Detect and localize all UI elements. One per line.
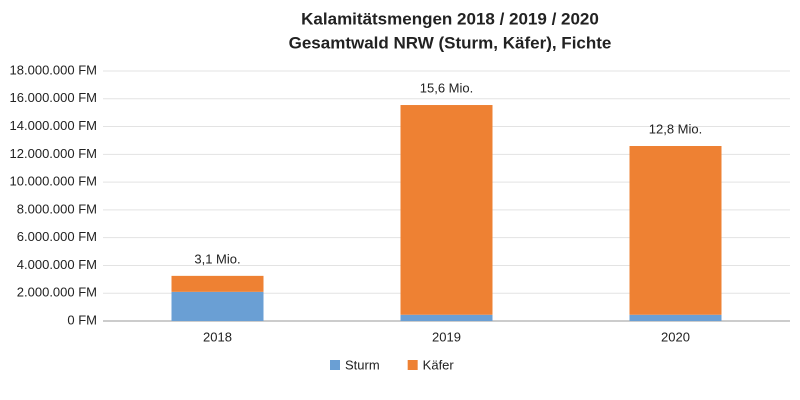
legend-label: Sturm — [345, 357, 380, 372]
bar-segment — [629, 146, 722, 315]
legend-label: Käfer — [423, 357, 455, 372]
x-tick-label: 2020 — [661, 329, 690, 344]
y-tick-label: 4.000.000 FM — [17, 257, 97, 272]
total-label: 12,8 Mio. — [649, 121, 702, 136]
total-label: 15,6 Mio. — [420, 80, 473, 95]
y-tick-label: 6.000.000 FM — [17, 229, 97, 244]
chart-title: Kalamitätsmengen 2018 / 2019 / 2020 — [301, 9, 599, 28]
bar-segment — [400, 314, 493, 321]
chart-subtitle: Gesamtwald NRW (Sturm, Käfer), Fichte — [289, 33, 612, 52]
x-tick-label: 2019 — [432, 329, 461, 344]
bar-segment — [629, 314, 722, 321]
y-tick-label: 14.000.000 FM — [10, 118, 97, 133]
y-tick-label: 10.000.000 FM — [10, 174, 97, 189]
y-tick-label: 12.000.000 FM — [10, 146, 97, 161]
y-tick-label: 2.000.000 FM — [17, 285, 97, 300]
y-tick-label: 16.000.000 FM — [10, 90, 97, 105]
y-tick-label: 8.000.000 FM — [17, 201, 97, 216]
total-label: 3,1 Mio. — [194, 251, 240, 266]
bar-segment — [400, 105, 493, 315]
y-tick-label: 0 FM — [67, 312, 97, 327]
x-tick-label: 2018 — [203, 329, 232, 344]
y-tick-label: 18.000.000 FM — [10, 62, 97, 77]
bar-segment — [171, 291, 264, 321]
bar-segment — [171, 275, 264, 292]
legend-swatch — [330, 360, 340, 370]
legend-swatch — [407, 360, 418, 370]
